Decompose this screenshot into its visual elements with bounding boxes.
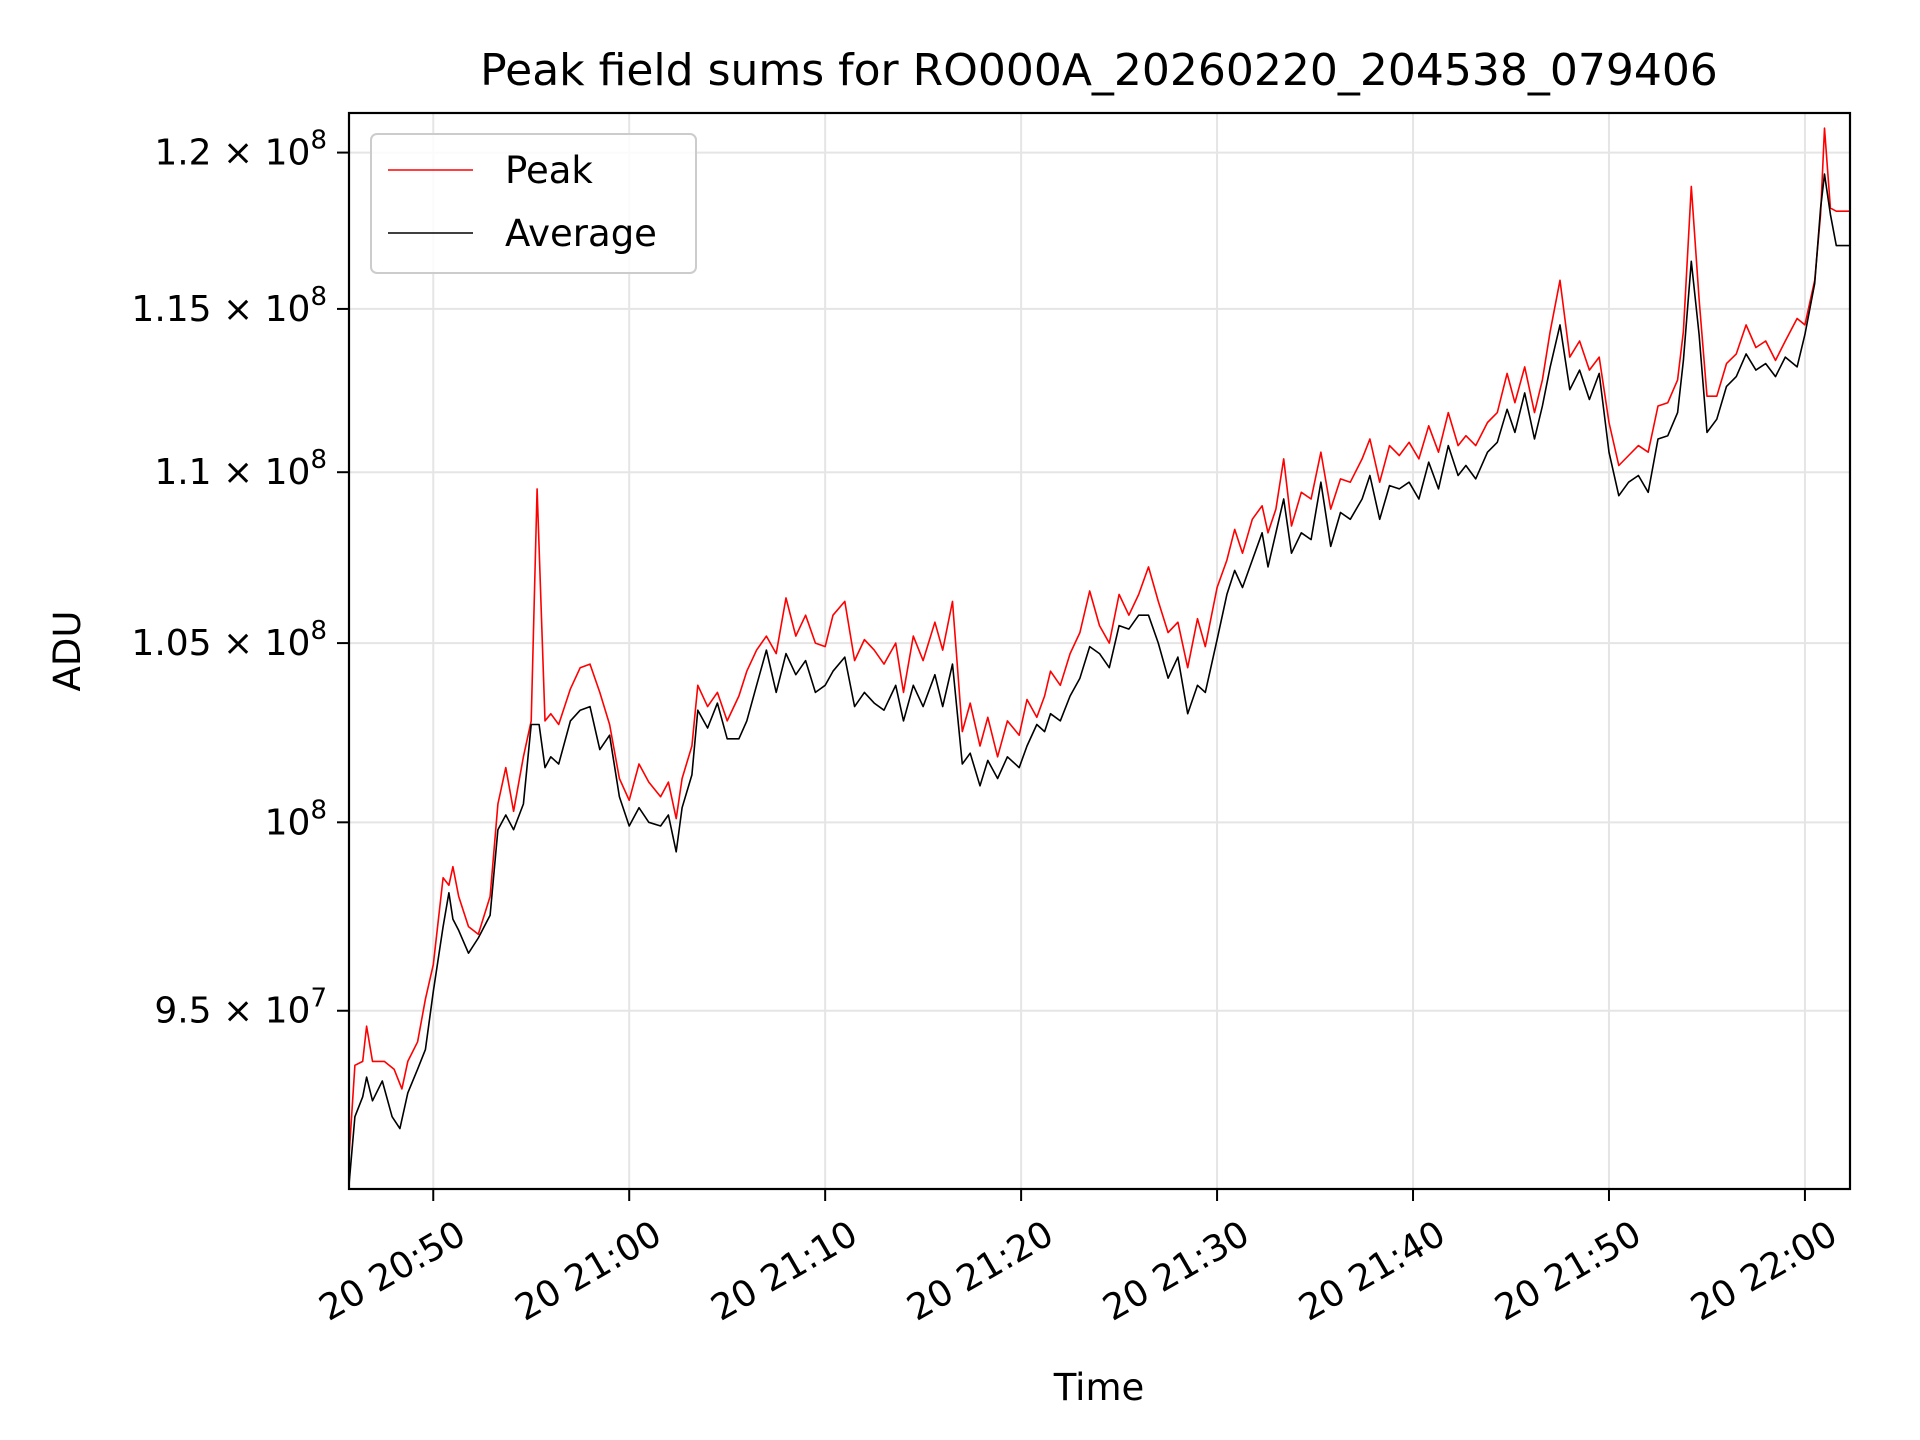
legend-box xyxy=(370,133,697,274)
series-lines xyxy=(349,127,1850,1185)
y-tick-label: 1.1 × 108 xyxy=(154,445,327,493)
x-tick-label: 20 20:50 xyxy=(313,1213,473,1329)
x-tick-label: 20 22:00 xyxy=(1684,1213,1844,1329)
x-axis: 20 20:50 20 21:00 20 21:10 20 21:20 20 21:30… xyxy=(313,1189,1844,1329)
x-tick-label: 20 21:10 xyxy=(705,1213,865,1329)
x-tick-label: 20 21:50 xyxy=(1488,1213,1648,1329)
x-tick-label: 20 21:30 xyxy=(1096,1213,1256,1329)
y-axis-label: ADU xyxy=(46,611,89,692)
series-line-average xyxy=(349,173,1850,1185)
legend-label-average: Average xyxy=(505,212,657,255)
legend-label-peak: Peak xyxy=(505,149,593,192)
plot-frame xyxy=(347,111,1852,1191)
legend: Peak Average xyxy=(370,133,697,274)
grid xyxy=(349,113,1850,1189)
x-tick-label: 20 21:00 xyxy=(509,1213,669,1329)
y-tick-label: 1.05 × 108 xyxy=(131,616,327,664)
y-tick-label: 1.15 × 108 xyxy=(131,282,327,330)
x-axis-label: Time xyxy=(1053,1366,1145,1409)
x-tick-label: 20 21:40 xyxy=(1292,1213,1452,1329)
x-tick-label: 20 21:20 xyxy=(900,1213,1060,1329)
y-tick-label: 108 xyxy=(265,795,327,843)
y-tick-label: 9.5 × 107 xyxy=(154,984,327,1032)
series-line-peak xyxy=(349,127,1850,1157)
y-tick-label: 1.2 × 108 xyxy=(154,126,327,174)
y-axis: 9.5 × 107 108 1.05 × 108 1.1 × 108 1.15 × 10… xyxy=(131,126,349,1032)
chart-title: Peak field sums for RO000A_20260220_2045… xyxy=(480,45,1718,96)
